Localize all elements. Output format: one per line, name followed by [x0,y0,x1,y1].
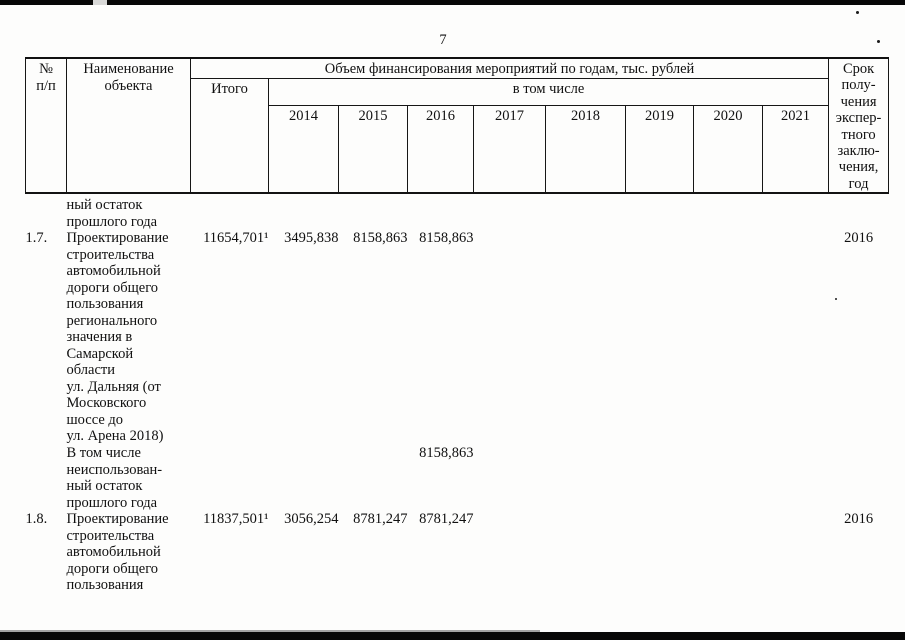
header-total: Итого [190,77,269,194]
cell-2014: 3495,838 [284,230,339,247]
cell-2021 [763,445,829,511]
financing-table: № п/п Наименование объекта Объем финанси… [25,56,890,594]
cell-2017 [474,445,546,511]
header-year-2018: 2018 [545,104,626,194]
header-year-2016: 2016 [407,104,474,194]
table-row-continuation: ный остаток прошлого года [25,192,889,231]
cell-2020 [693,192,763,231]
table-row-1-7-unused-balance: В том числе неиспользован- ный остаток п… [26,445,889,511]
cell-row-number: 1.7. [25,230,48,247]
cell-object-name: Проектирование строительства автомобильн… [66,230,169,445]
cell-row-number [25,192,67,231]
cell-2014 [269,445,339,511]
cell-2018 [546,230,626,445]
cell-2016 [407,192,474,231]
table-row-1-8: 1.8. Проектирование строительства автомо… [26,511,889,594]
cell-2019 [626,230,694,445]
header-year-2019: 2019 [625,104,694,194]
cell-object-name: Проектирование строительства автомобильн… [66,511,169,594]
header-including: в том числе [267,77,830,106]
cell-2017 [473,192,546,231]
cell-2020 [694,230,763,445]
table-header: № п/п Наименование объекта Объем финанси… [25,56,890,194]
cell-total: 11837,501¹ [203,511,269,528]
header-object-name: Наименование объекта [66,56,191,194]
cell-2015: 8158,863 [353,230,408,247]
cell-2019 [625,192,694,231]
cell-expertise-term [829,445,889,511]
page-number: 7 [439,32,447,48]
cell-2018 [546,445,626,511]
cell-2018 [545,192,626,231]
cell-row-number [26,445,67,511]
cell-2018 [546,511,626,594]
header-year-2020: 2020 [693,104,763,194]
header-expertise-term: Срок полу- чения экспер- тного заклю- че… [828,56,890,194]
cell-2015 [338,192,408,231]
cell-2020 [694,511,763,594]
cell-2021 [763,511,829,594]
scan-speck [877,40,880,43]
table-body: ный остаток прошлого года 1.7. Проектиро… [25,192,889,594]
cell-2014 [268,192,339,231]
cell-object-name: ный остаток прошлого года [66,192,191,231]
cell-2021 [763,230,829,445]
cell-2015 [339,445,408,511]
cell-total: 11654,701¹ [203,230,269,247]
cell-expertise-term: 2016 [844,230,874,247]
cell-2014: 3056,254 [284,511,339,528]
header-year-2014: 2014 [268,104,339,194]
scan-speck [835,298,837,300]
cell-row-number: 1.8. [25,511,48,528]
cell-2020 [694,445,763,511]
scan-edge-top [0,0,905,5]
cell-2021 [762,192,829,231]
header-financing-volume: Объем финансирования мероприятий по года… [189,57,830,79]
cell-2016: 8158,863 [419,230,474,247]
cell-2017 [474,230,546,445]
table-row-1-7: 1.7. Проектирование строительства автомо… [26,230,889,445]
header-year-2017: 2017 [473,104,546,194]
cell-expertise-term: 2016 [844,511,874,528]
cell-object-name: В том числе неиспользован- ный остаток п… [66,445,163,511]
scan-speck [856,11,859,14]
cell-total [191,445,269,511]
header-row-number: № п/п [25,56,67,194]
cell-2016: 8781,247 [419,511,474,528]
cell-total [190,192,269,231]
header-year-2021: 2021 [761,104,830,194]
header-year-2015: 2015 [338,104,408,194]
cell-2019 [626,511,694,594]
scan-edge-bottom [0,630,905,640]
cell-expertise-term [828,192,889,231]
cell-2015: 8781,247 [353,511,408,528]
cell-2019 [626,445,694,511]
cell-2016: 8158,863 [419,445,474,462]
cell-2017 [474,511,546,594]
